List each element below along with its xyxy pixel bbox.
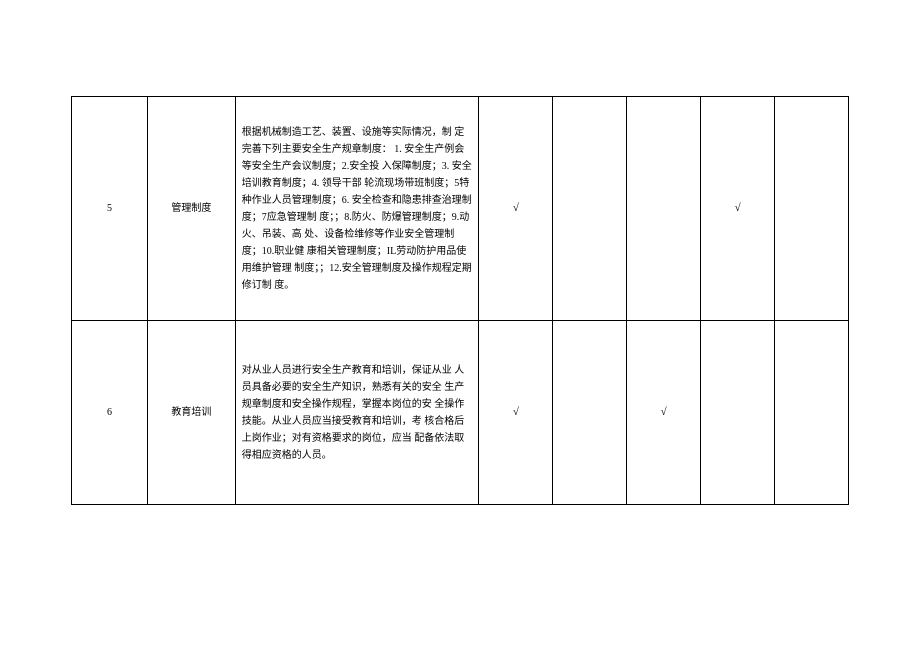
- check-cell: [775, 321, 849, 505]
- check-cell: √: [479, 321, 553, 505]
- row-number: 5: [72, 97, 148, 321]
- check-cell: √: [701, 97, 775, 321]
- row-category: 管理制度: [147, 97, 235, 321]
- check-cell: [701, 321, 775, 505]
- regulations-table: 5 管理制度 根据机械制造工艺、装置、设施等实际情况，制 定完善下列主要安全生产…: [71, 96, 849, 505]
- row-category: 教育培训: [147, 321, 235, 505]
- check-cell: [775, 97, 849, 321]
- row-number: 6: [72, 321, 148, 505]
- table-row: 6 教育培训 对从业人员进行安全生产教育和培训，保证从业 人员具备必要的安全生产…: [72, 321, 849, 505]
- row-description: 根据机械制造工艺、装置、设施等实际情况，制 定完善下列主要安全生产规章制度： 1…: [235, 97, 479, 321]
- description-text: 对从业人员进行安全生产教育和培训，保证从业 人员具备必要的安全生产知识，熟悉有关…: [242, 362, 473, 464]
- check-cell: [553, 321, 627, 505]
- description-text: 根据机械制造工艺、装置、设施等实际情况，制 定完善下列主要安全生产规章制度： 1…: [242, 124, 473, 294]
- row-description: 对从业人员进行安全生产教育和培训，保证从业 人员具备必要的安全生产知识，熟悉有关…: [235, 321, 479, 505]
- table-row: 5 管理制度 根据机械制造工艺、装置、设施等实际情况，制 定完善下列主要安全生产…: [72, 97, 849, 321]
- check-cell: √: [627, 321, 701, 505]
- check-cell: [553, 97, 627, 321]
- check-cell: √: [479, 97, 553, 321]
- check-cell: [627, 97, 701, 321]
